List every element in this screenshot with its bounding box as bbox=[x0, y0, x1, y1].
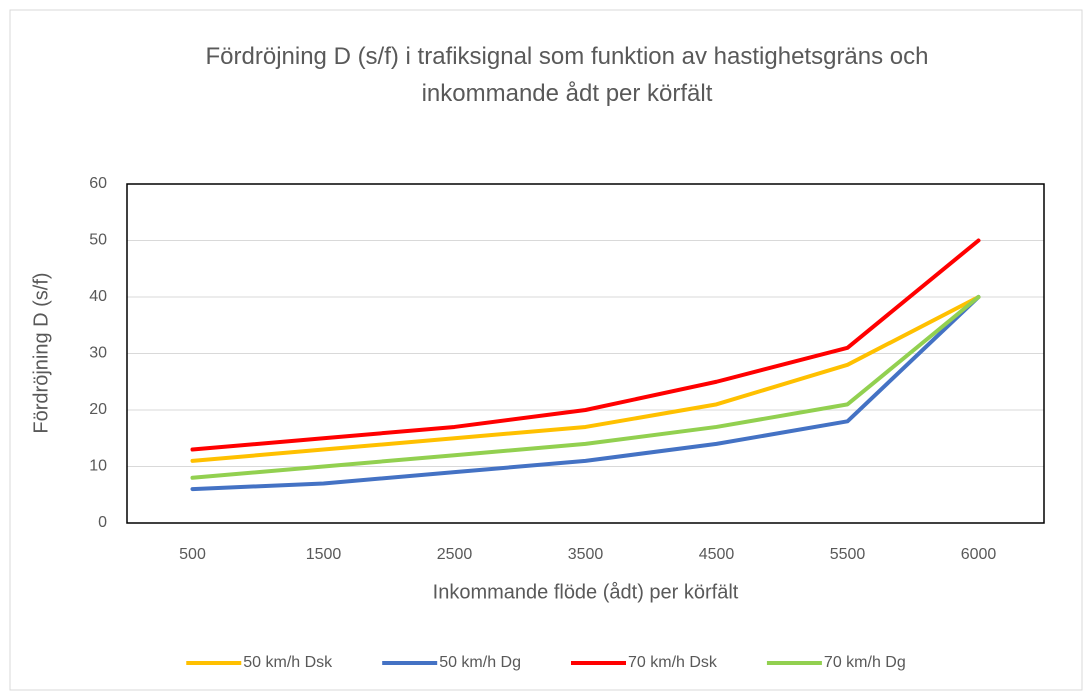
y-tick-label: 40 bbox=[89, 288, 107, 305]
x-tick-label: 3500 bbox=[568, 546, 604, 563]
legend-label: 70 km/h Dsk bbox=[628, 654, 718, 671]
y-tick-label: 20 bbox=[89, 401, 107, 418]
x-tick-label: 2500 bbox=[437, 546, 473, 563]
chart-title: Fördröjning D (s/f) i trafiksignal som f… bbox=[205, 43, 929, 107]
series-line bbox=[190, 295, 981, 492]
y-tick-label: 0 bbox=[98, 514, 107, 531]
x-tick-label: 1500 bbox=[306, 546, 342, 563]
y-tick-label: 60 bbox=[89, 175, 107, 192]
plot-border bbox=[126, 183, 1045, 524]
x-tick-label: 4500 bbox=[699, 546, 735, 563]
legend-label: 50 km/h Dsk bbox=[243, 654, 333, 671]
y-tick-label: 30 bbox=[89, 345, 107, 362]
legend-label: 70 km/h Dg bbox=[824, 654, 906, 671]
legend-label: 50 km/h Dg bbox=[439, 654, 521, 671]
y-tick-label: 10 bbox=[89, 458, 107, 475]
chart-border bbox=[9, 9, 1083, 691]
series-line bbox=[190, 295, 981, 480]
x-axis-label: Inkommande flöde (ådt) per körfält bbox=[433, 581, 739, 603]
y-tick-label: 50 bbox=[89, 232, 107, 249]
y-axis-label: Fördröjning D (s/f) bbox=[30, 272, 52, 433]
x-tick-label: 6000 bbox=[961, 546, 997, 563]
x-tick-label: 5500 bbox=[830, 546, 866, 563]
series-line bbox=[190, 295, 981, 463]
x-tick-label: 500 bbox=[179, 546, 206, 563]
series-line bbox=[190, 238, 981, 452]
